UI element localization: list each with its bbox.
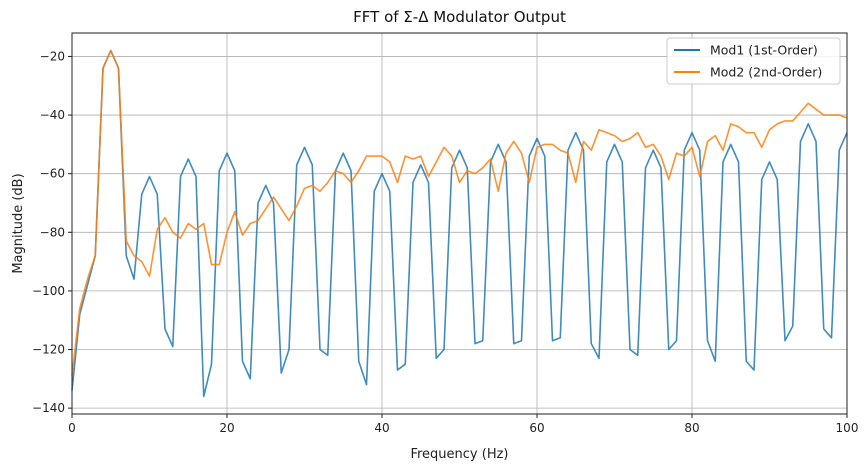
y-tick-label: −120 (32, 343, 65, 357)
y-tick-label: −80 (40, 225, 65, 239)
y-tick-label: −140 (32, 401, 65, 415)
series-lines (71, 49, 848, 398)
x-tick-label: 60 (529, 421, 544, 435)
plot-area (72, 33, 847, 414)
plot-frame (71, 32, 848, 415)
chart-title: FFT of Σ-Δ Modulator Output (353, 8, 566, 26)
x-tick-label: 40 (374, 421, 389, 435)
ticks: 0 20 40 60 80 100 −140 −120 −100 −80 −60 −40 −20 (32, 49, 858, 435)
x-tick-label: 0 (68, 421, 76, 435)
x-tick-label: 100 (836, 421, 859, 435)
series-line-mod2 (71, 49, 848, 376)
y-tick-label: −40 (40, 108, 65, 122)
x-tick-label: 80 (684, 421, 699, 435)
y-tick-label: −100 (32, 284, 65, 298)
y-axis-label: Magnitude (dB) (11, 173, 26, 273)
legend-box (666, 37, 841, 85)
legend-label-mod1: Mod1 (1st-Order) (710, 43, 818, 58)
grid (71, 33, 848, 414)
legend: Mod1 (1st-Order) Mod2 (2nd-Order) (666, 37, 841, 85)
series-line-mod1 (71, 49, 848, 398)
y-tick-label: −20 (40, 49, 65, 63)
x-axis-label: Frequency (Hz) (410, 447, 508, 462)
y-tick-label: −60 (40, 167, 65, 181)
legend-label-mod2: Mod2 (2nd-Order) (710, 65, 822, 80)
x-tick-label: 20 (219, 421, 234, 435)
